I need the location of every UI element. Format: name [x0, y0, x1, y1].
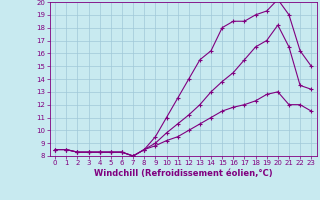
X-axis label: Windchill (Refroidissement éolien,°C): Windchill (Refroidissement éolien,°C): [94, 169, 273, 178]
